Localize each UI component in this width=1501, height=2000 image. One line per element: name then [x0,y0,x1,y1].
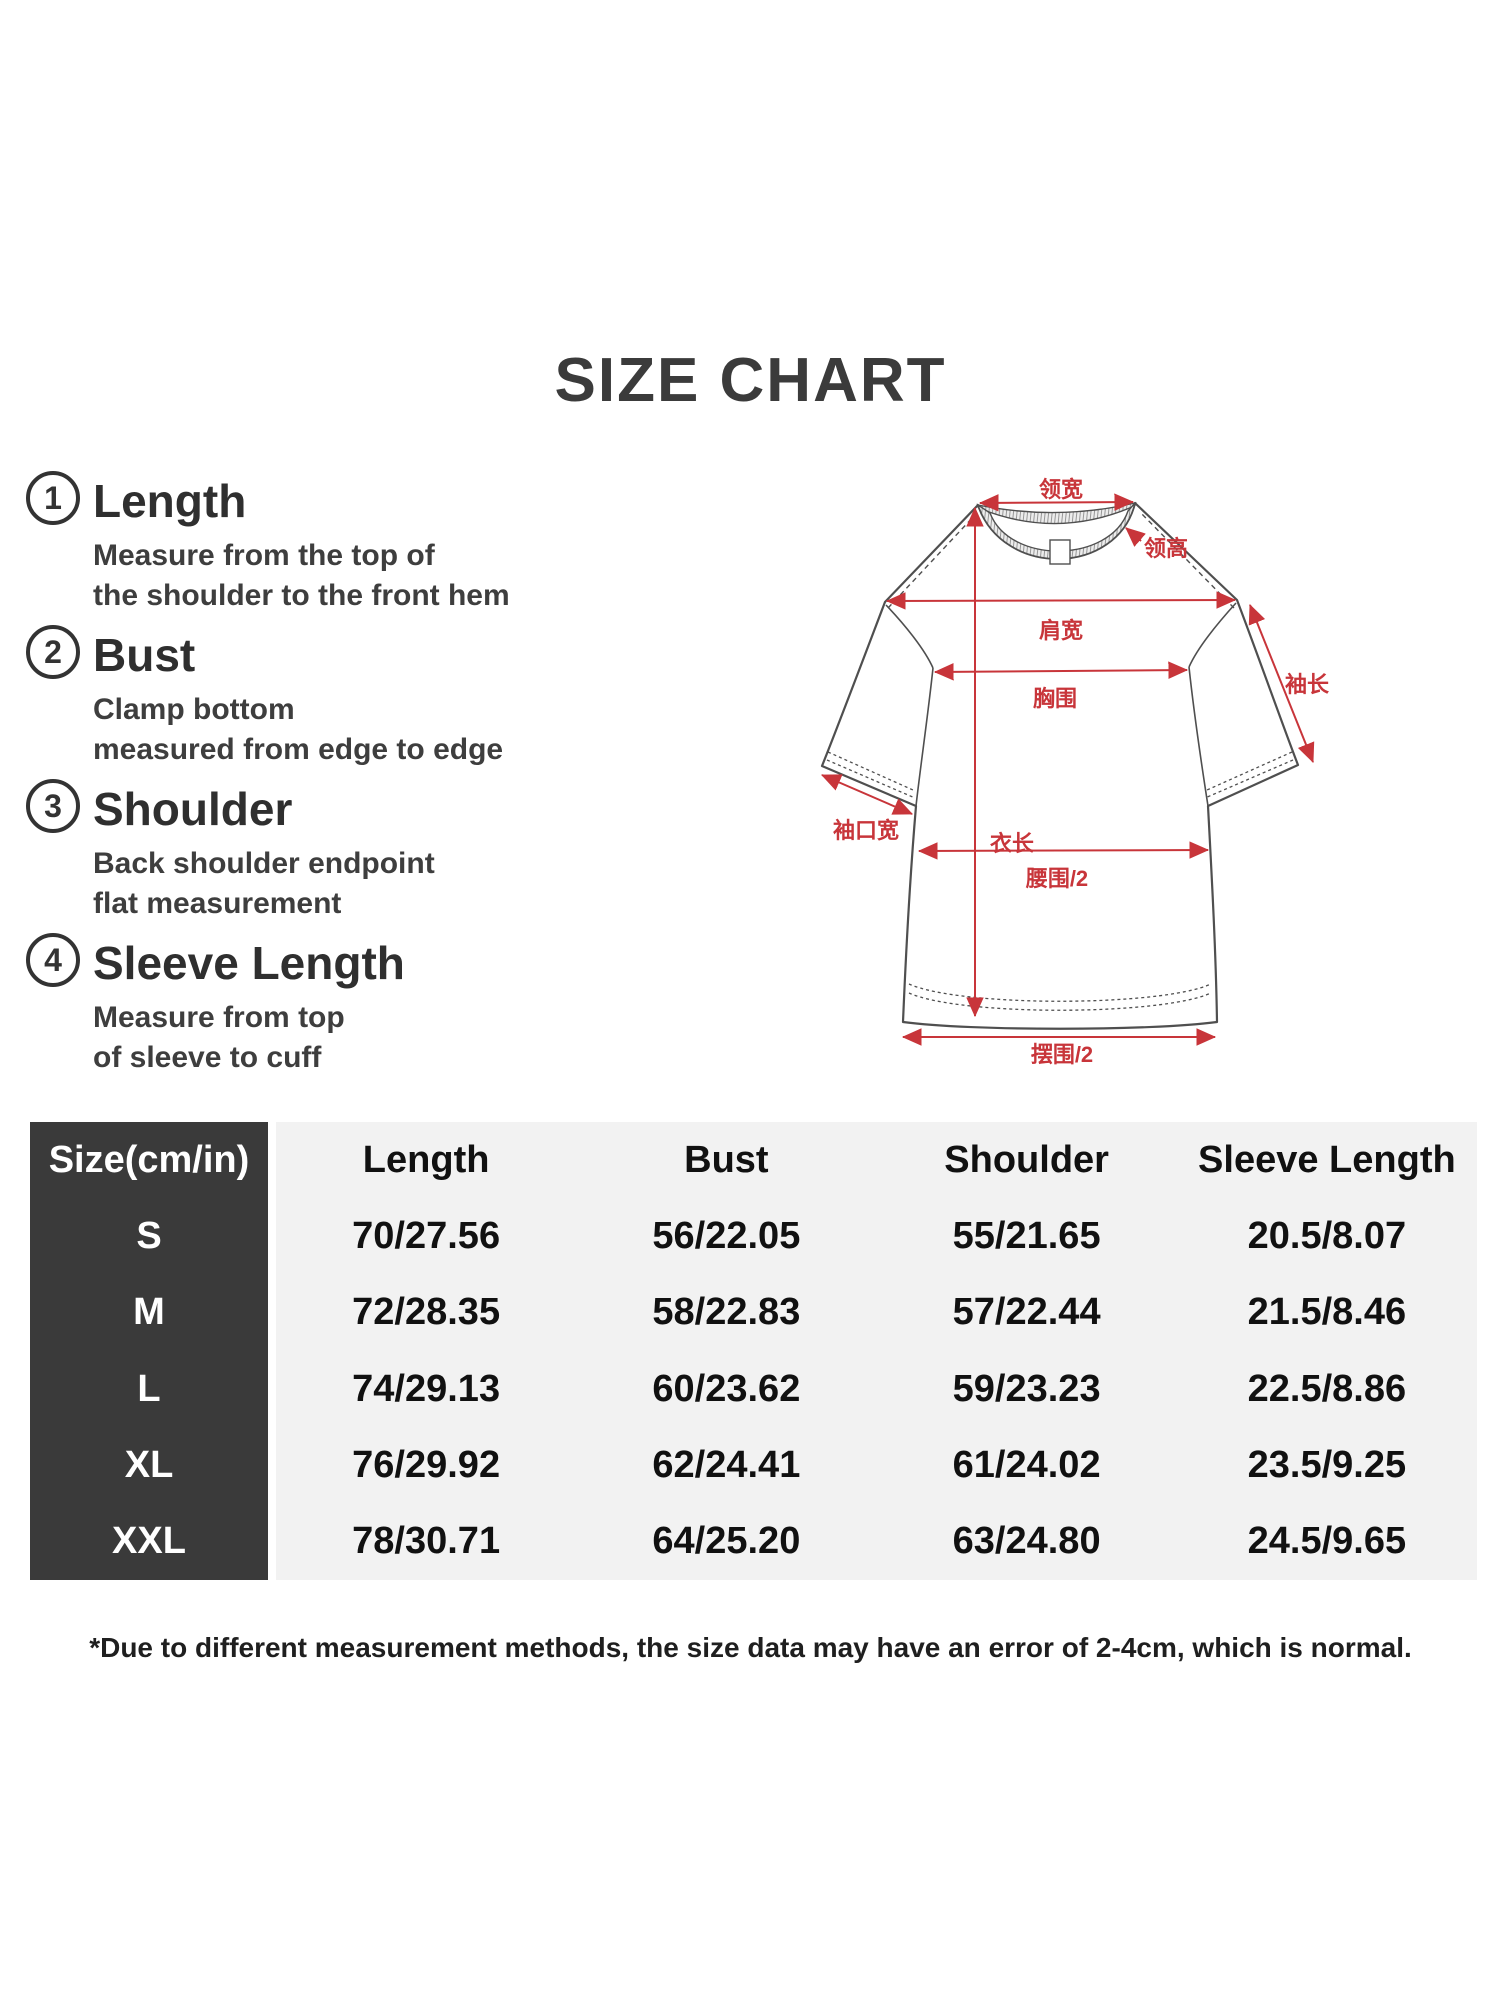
size-row-label: S [136,1214,162,1257]
waist-half-label: 腰围/2 [1025,866,1088,891]
cell-shoulder: 59/23.23 [952,1367,1101,1410]
shoulder-width-label: 肩宽 [1039,618,1083,643]
cell-bust: 56/22.05 [652,1214,801,1257]
cell-sleeve: 24.5/9.65 [1247,1520,1407,1563]
size-row-label: L [137,1367,161,1410]
right-underarm-seam [1188,666,1209,807]
hem-stitch [908,983,1212,1011]
table-row-s: 70/27.56 56/22.05 55/21.65 20.5/8.07 [276,1198,1477,1274]
sleeve-length-arrow [1248,603,1315,764]
neck-width-arrow [978,493,1135,512]
table-row-l: 74/29.13 60/23.62 59/23.23 22.5/8.86 [276,1351,1477,1427]
column-header-bust: Bust [684,1138,769,1181]
desc-line: flat measurement [93,887,342,920]
cell-shoulder: 55/21.65 [952,1214,1101,1257]
collar-back-band [976,501,1137,525]
bust-label: 胸围 [1033,686,1077,711]
collar-front-band [976,502,1136,560]
neck-width-label: 领宽 [1039,477,1083,502]
circled-number-1: 1 [26,471,80,525]
size-table-size-column: Size(cm/in) S M L XL XXL [30,1122,268,1580]
cell-shoulder: 63/24.80 [952,1520,1101,1563]
size-table-body: Length Bust Shoulder Sleeve Length 70/27… [276,1122,1477,1580]
size-row-label: XL [124,1443,174,1486]
waist-half-arrow [917,841,1210,860]
cell-bust: 64/25.20 [652,1520,801,1563]
bust-arrow [933,661,1189,681]
table-header-row: Length Bust Shoulder Sleeve Length [276,1122,1477,1198]
table-row-xxl: 78/30.71 64/25.20 63/24.80 24.5/9.65 [276,1504,1477,1580]
desc-line: Back shoulder endpoint [93,847,435,880]
guide-item-title: Shoulder [93,783,293,835]
cell-length: 74/29.13 [352,1367,501,1410]
garment-length-label: 衣长 [990,831,1035,856]
guide-item-description: Clamp bottom measured from edge to edge [93,690,503,770]
measurement-disclaimer-note: *Due to different measurement methods, t… [89,1632,1412,1663]
column-header-sleeve-length: Sleeve Length [1198,1138,1456,1181]
circled-number-4: 4 [26,933,80,987]
table-row-xl: 76/29.92 62/24.41 61/24.02 23.5/9.25 [276,1427,1477,1503]
cell-sleeve: 21.5/8.46 [1247,1291,1407,1334]
neck-height-pointer [1125,527,1146,547]
cell-shoulder: 57/22.44 [952,1291,1101,1334]
guide-item-title: Bust [93,629,196,681]
cell-sleeve: 22.5/8.86 [1247,1367,1407,1410]
left-underarm-seam [915,667,934,807]
page-title: SIZE CHART [554,346,947,415]
cell-sleeve: 23.5/9.25 [1247,1443,1407,1486]
table-row-m: 72/28.35 58/22.83 57/22.44 21.5/8.46 [276,1275,1477,1351]
guide-item-title: Sleeve Length [93,937,405,989]
desc-line: Measure from top [93,1001,345,1034]
tshirt-measurement-diagram: 领宽 领高 肩宽 胸围 袖长 袖口宽 衣长 腰围/2 摆围/2 [820,477,1330,1067]
cell-length: 76/29.92 [352,1443,501,1486]
desc-line: measured from edge to edge [93,733,504,766]
guide-item-description: Measure from top of sleeve to cuff [93,998,345,1078]
column-header-size: Size(cm/in) [48,1138,250,1181]
neck-label-tag [1049,539,1071,565]
size-row-label: M [133,1291,165,1334]
tshirt-outline [820,501,1300,1030]
column-header-length: Length [362,1138,490,1181]
circled-number-3: 3 [26,779,80,833]
desc-line: Clamp bottom [93,693,295,726]
cell-shoulder: 61/24.02 [952,1443,1101,1486]
cell-bust: 62/24.41 [652,1443,801,1486]
cell-sleeve: 20.5/8.07 [1247,1214,1407,1257]
cell-length: 72/28.35 [352,1291,501,1334]
guide-item-description: Measure from the top of the shoulder to … [93,536,510,616]
guide-item-title: Length [93,475,247,527]
desc-line: of sleeve to cuff [93,1041,322,1074]
desc-line: the shoulder to the front hem [93,579,510,612]
cuff-width-arrow [820,774,914,815]
left-armhole-seam [885,604,934,669]
size-row-label: XXL [112,1520,186,1563]
cell-bust: 58/22.83 [652,1291,801,1334]
cuff-width-label: 袖口宽 [833,818,899,843]
neck-height-label: 领高 [1144,536,1188,561]
shoulder-width-arrow [885,591,1237,610]
right-cuff-stitch [1204,751,1294,799]
cell-bust: 60/23.62 [652,1367,801,1410]
hem-half-label: 摆围/2 [1031,1042,1093,1067]
circled-number-2: 2 [26,625,80,679]
column-header-shoulder: Shoulder [944,1138,1109,1181]
guide-item-description: Back shoulder endpoint flat measurement [93,844,435,924]
size-table: Size(cm/in) S M L XL XXL Length Bust Sho… [30,1122,1477,1580]
desc-line: Measure from the top of [93,539,435,572]
cell-length: 70/27.56 [352,1214,501,1257]
sleeve-length-label: 袖长 [1285,672,1330,697]
cell-length: 78/30.71 [352,1520,501,1563]
